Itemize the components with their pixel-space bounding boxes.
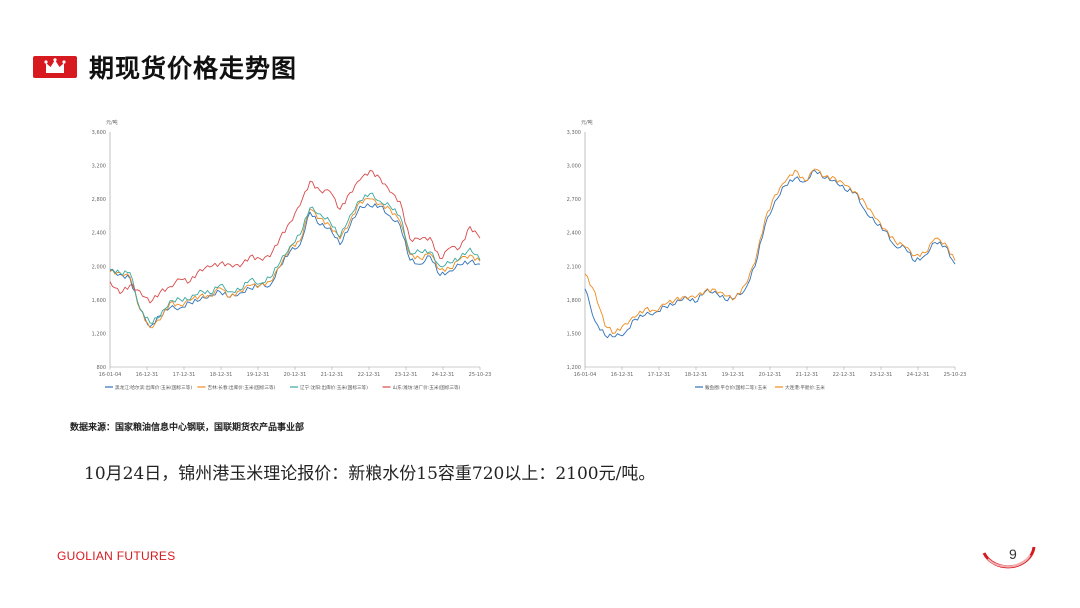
y-tick-label: 1,200	[92, 331, 106, 337]
x-tick-label: 23-12-31	[870, 372, 893, 378]
y-tick-label: 800	[96, 365, 106, 371]
x-tick-label: 24-12-31	[432, 372, 455, 378]
y-tick-label: 2,800	[92, 197, 106, 203]
y-tick-label: 2,700	[567, 197, 581, 203]
x-tick-label: 22-12-31	[358, 372, 381, 378]
x-tick-label: 17-12-31	[648, 372, 671, 378]
chart-port-prices: 元/吨 1,200 1,500 1,800 2,100 2,400 2,700 3,000 3,…	[567, 119, 967, 391]
title-bar: 期现货价格走势图	[33, 53, 297, 83]
y-tick-label: 1,500	[567, 331, 581, 337]
x-tick-label: 16-01-04	[574, 372, 597, 378]
x-tick-label: 17-12-31	[173, 372, 196, 378]
x-tick-label: 25-10-23	[944, 372, 967, 378]
legend-label: 大连港:平舱价:玉米	[785, 384, 825, 391]
chart-corn-spot-prices: 元/吨 800 1,200 1,600 2,000 2,400 2,800 3,200 3,60…	[92, 119, 492, 391]
y-tick-label: 3,000	[567, 164, 581, 170]
brand-logo-text: GUOLIAN FUTURES	[57, 549, 176, 563]
y-tick-label: 1,800	[567, 298, 581, 304]
x-tick-label: 21-12-31	[321, 372, 344, 378]
series-line-4	[109, 170, 481, 304]
series-line-2	[584, 168, 956, 334]
x-tick-label: 16-12-31	[611, 372, 634, 378]
y-tick-label: 2,000	[92, 264, 106, 270]
legend-label: 辽宁:沈阳:出库价:玉米(国标三等)	[300, 384, 368, 391]
x-tick-label: 18-12-31	[210, 372, 233, 378]
page-title: 期现货价格走势图	[89, 54, 298, 83]
series-line-1	[584, 170, 956, 339]
series-line-1	[109, 203, 481, 328]
y-tick-label: 3,600	[92, 130, 106, 136]
x-tick-label: 16-12-31	[136, 372, 159, 378]
x-tick-label: 18-12-31	[685, 372, 708, 378]
y-tick-label: 2,400	[92, 231, 106, 237]
y-tick-label: 1,200	[567, 365, 581, 371]
unit-label: 元/吨	[106, 119, 118, 126]
legend-label: 山东:潍坊:进厂价:玉米(国标三等)	[393, 384, 461, 391]
legend-label: 黑龙江:哈尔滨:出库价:玉米(国标三等)	[115, 384, 192, 391]
x-tick-label: 19-12-31	[247, 372, 270, 378]
y-tick-label: 3,200	[92, 164, 106, 170]
y-tick-label: 1,600	[92, 298, 106, 304]
unit-label: 元/吨	[581, 119, 593, 126]
x-tick-label: 21-12-31	[796, 372, 819, 378]
legend-label: 鲅鱼圈:平仓价(国标二等):玉米	[705, 384, 767, 391]
x-tick-label: 25-10-23	[469, 372, 492, 378]
price-quote-note: 10月24日，锦州港玉米理论报价：新粮水份15容重720以上：2100元/吨。	[84, 464, 656, 484]
x-tick-label: 16-01-04	[99, 372, 122, 378]
title-badge	[33, 56, 77, 78]
x-tick-label: 24-12-31	[907, 372, 930, 378]
series-line-2	[109, 197, 481, 329]
x-tick-label: 20-12-31	[759, 372, 782, 378]
data-source-note: 数据来源：国家粮油信息中心钢联，国联期货农产品事业部	[70, 423, 305, 433]
x-tick-label: 22-12-31	[833, 372, 856, 378]
x-tick-label: 20-12-31	[284, 372, 307, 378]
legend-label: 吉林:长春:出库价:玉米(国标三等)	[208, 384, 276, 391]
page-number: 9	[1009, 546, 1017, 562]
x-tick-label: 23-12-31	[395, 372, 418, 378]
crown-icon	[44, 58, 66, 73]
x-tick-label: 19-12-31	[722, 372, 745, 378]
series-line-3	[109, 192, 481, 324]
y-tick-label: 3,300	[567, 130, 581, 136]
y-tick-label: 2,400	[567, 231, 581, 237]
y-tick-label: 2,100	[567, 264, 581, 270]
page-number-decoration	[982, 546, 1036, 569]
